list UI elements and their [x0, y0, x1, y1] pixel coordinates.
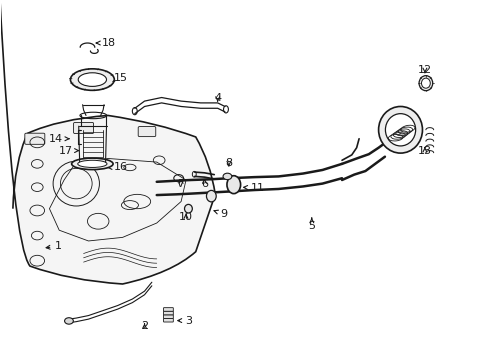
- Text: 6: 6: [201, 179, 207, 189]
- FancyBboxPatch shape: [163, 308, 173, 311]
- Text: 9: 9: [214, 209, 227, 219]
- Ellipse shape: [72, 158, 113, 170]
- Text: 3: 3: [178, 316, 192, 325]
- Circle shape: [223, 173, 231, 180]
- Text: 13: 13: [417, 145, 431, 156]
- Text: 15: 15: [108, 73, 127, 83]
- Text: 16: 16: [108, 162, 127, 172]
- FancyBboxPatch shape: [163, 319, 173, 322]
- PathPatch shape: [13, 116, 215, 284]
- FancyBboxPatch shape: [25, 133, 45, 144]
- Text: 10: 10: [179, 212, 193, 221]
- Ellipse shape: [206, 190, 216, 202]
- FancyBboxPatch shape: [138, 127, 156, 136]
- Ellipse shape: [70, 69, 114, 90]
- Text: 4: 4: [214, 93, 221, 103]
- Ellipse shape: [378, 107, 422, 153]
- FancyBboxPatch shape: [163, 311, 173, 315]
- Ellipse shape: [184, 204, 192, 213]
- Text: 8: 8: [225, 158, 232, 168]
- Text: 1: 1: [46, 241, 62, 251]
- Circle shape: [64, 318, 73, 324]
- Ellipse shape: [226, 176, 240, 194]
- Text: 2: 2: [141, 321, 148, 331]
- Ellipse shape: [78, 73, 106, 86]
- Ellipse shape: [421, 78, 429, 88]
- Ellipse shape: [78, 160, 107, 167]
- FancyBboxPatch shape: [73, 122, 93, 134]
- FancyBboxPatch shape: [163, 315, 173, 319]
- Text: 7: 7: [177, 179, 184, 189]
- Ellipse shape: [385, 114, 415, 146]
- Text: 18: 18: [96, 38, 116, 48]
- Text: 14: 14: [49, 134, 69, 144]
- Ellipse shape: [418, 76, 432, 91]
- Text: 17: 17: [59, 145, 79, 156]
- Text: 11: 11: [243, 183, 264, 193]
- Text: 5: 5: [307, 218, 315, 231]
- Text: 12: 12: [417, 64, 431, 75]
